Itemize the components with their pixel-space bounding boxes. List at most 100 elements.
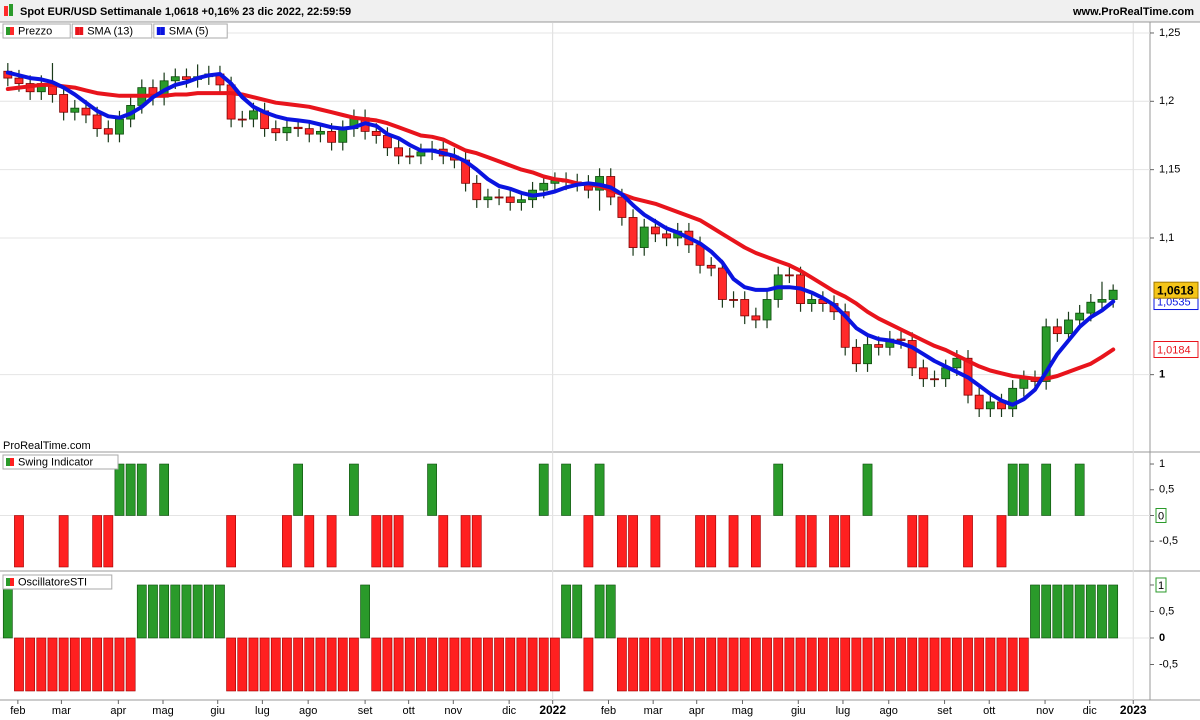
last-value-badge xyxy=(1153,340,1199,358)
indicator-bar xyxy=(795,515,806,568)
indicator-bar xyxy=(404,637,415,692)
indicator-bar xyxy=(360,584,370,639)
indicator-bar xyxy=(639,637,650,692)
indicator-bar xyxy=(795,637,806,692)
indicator-bar xyxy=(963,637,973,692)
indicator-bar xyxy=(25,637,36,692)
indicator-bar xyxy=(617,515,627,568)
indicator-bar xyxy=(684,637,694,692)
indicator-bar xyxy=(806,515,817,568)
legend-swatch xyxy=(6,27,10,35)
candle-body xyxy=(1097,299,1107,303)
candle-body xyxy=(483,196,493,201)
indicator-bar xyxy=(125,637,136,692)
indicator-bar xyxy=(505,637,516,692)
indicator-bar xyxy=(192,584,203,639)
indicator-bar xyxy=(985,637,996,692)
indicator-bar xyxy=(784,637,795,692)
x-tick-label: mar xyxy=(644,705,663,717)
indicator-bar xyxy=(628,515,638,568)
indicator-bar xyxy=(918,515,929,568)
x-tick-label: set xyxy=(358,705,373,717)
candle-body xyxy=(930,378,939,381)
indicator-bar xyxy=(282,515,292,568)
x-tick-label: ott xyxy=(983,705,995,717)
y-tick-label: 1 xyxy=(1159,458,1165,470)
indicator-bar xyxy=(873,637,884,692)
candle-body xyxy=(293,126,303,130)
indicator-bar xyxy=(963,515,973,568)
indicator-bar xyxy=(773,637,784,692)
indicator-bar xyxy=(326,515,337,568)
candle-body xyxy=(907,340,917,369)
indicator-bar xyxy=(494,637,504,692)
indicator-bar xyxy=(728,637,739,692)
indicator-bar xyxy=(1097,584,1107,639)
candle-body xyxy=(729,299,738,301)
indicator-bar xyxy=(248,637,259,692)
candle-body xyxy=(505,196,515,203)
indicator-bar xyxy=(996,637,1007,692)
indicator-bar xyxy=(92,637,103,692)
indicator-bar xyxy=(2,584,13,639)
indicator-bar xyxy=(884,637,895,692)
sma-line xyxy=(5,70,1116,407)
x-tick-label: lug xyxy=(836,705,851,717)
indicator-bar xyxy=(1085,584,1096,639)
watermark: ProRealTime.com xyxy=(3,440,91,452)
indicator-bar xyxy=(617,637,627,692)
candle-body xyxy=(92,114,102,130)
indicator-bar xyxy=(929,637,940,692)
x-tick-label: 2023 xyxy=(1120,703,1147,717)
x-tick-label: feb xyxy=(601,705,616,717)
indicator-bar xyxy=(393,637,404,692)
candle-body xyxy=(494,196,504,199)
candle-body xyxy=(952,357,962,369)
indicator-bar xyxy=(270,637,281,692)
header-website[interactable]: www.ProRealTime.com xyxy=(1072,6,1194,18)
x-tick-label: lug xyxy=(255,705,270,717)
indicator-bar xyxy=(427,463,437,516)
candle-body xyxy=(338,128,348,143)
indicator-bar xyxy=(706,515,717,568)
legend-swatch xyxy=(75,27,80,35)
candle-body xyxy=(717,267,727,300)
y-tick-label: -0,5 xyxy=(1159,535,1178,547)
legend-swatch xyxy=(156,27,161,35)
candle-body xyxy=(516,199,526,203)
x-tick-label: ago xyxy=(880,705,898,717)
indicator-bar xyxy=(136,463,147,516)
indicator-bar xyxy=(762,637,772,692)
candle-body xyxy=(472,182,482,201)
candle-body xyxy=(807,299,817,304)
indicator-bar xyxy=(226,515,236,568)
indicator-bar xyxy=(483,637,493,692)
candle-body xyxy=(974,394,984,410)
indicator-bar xyxy=(561,584,571,639)
candle-body xyxy=(1086,301,1096,314)
candle-body xyxy=(249,110,258,120)
indicator-bar xyxy=(1018,637,1029,692)
indicator-bar xyxy=(728,515,739,568)
indicator-bar xyxy=(739,637,750,692)
indicator-bar xyxy=(706,637,717,692)
last-value-label: 0 xyxy=(1158,510,1164,522)
legend-swatch xyxy=(10,27,14,35)
indicator-bar xyxy=(14,637,24,692)
candle-body xyxy=(851,346,861,365)
indicator-bar xyxy=(460,637,471,692)
candle-body xyxy=(639,226,649,248)
indicator-bar xyxy=(829,515,839,568)
legend-swatch xyxy=(79,27,84,35)
indicator-bar xyxy=(47,637,58,692)
indicator-bar xyxy=(773,463,784,516)
indicator-bar xyxy=(337,637,348,692)
indicator-bar xyxy=(840,637,851,692)
candle-body xyxy=(539,182,549,191)
indicator-bar xyxy=(650,515,661,568)
x-tick-label: nov xyxy=(444,705,462,717)
candle-body xyxy=(394,147,404,157)
indicator-bar xyxy=(516,637,527,692)
candle-body xyxy=(628,217,638,248)
candle-body xyxy=(740,299,750,317)
